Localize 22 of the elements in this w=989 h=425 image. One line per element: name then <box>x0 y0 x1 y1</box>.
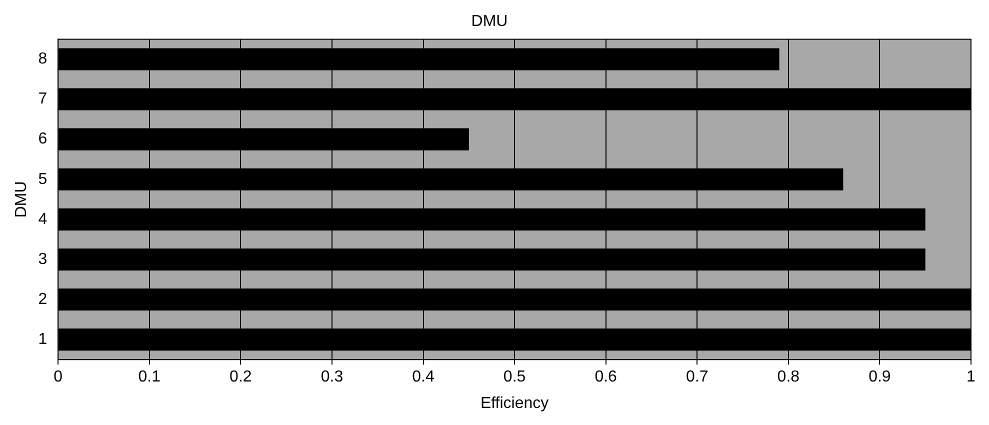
x-tick-label: 0.3 <box>320 368 344 386</box>
y-tick-label: 8 <box>38 50 48 68</box>
y-tick-label: 3 <box>38 250 48 268</box>
x-tick-label: 0.1 <box>138 368 161 386</box>
x-axis-title: Efficiency <box>480 394 549 412</box>
y-tick-label: 1 <box>38 330 48 348</box>
y-tick-label: 4 <box>38 210 48 228</box>
y-tick-label: 6 <box>38 130 48 148</box>
y-tick-label: 5 <box>38 170 48 188</box>
y-tick-label: 7 <box>38 90 48 108</box>
x-tick-label: 0.4 <box>412 368 434 386</box>
chart-title: DMU <box>471 13 508 30</box>
x-tick-label: 0.5 <box>503 368 526 386</box>
x-tick-label: 0.6 <box>594 368 618 386</box>
x-tick-label: 1 <box>966 368 976 386</box>
x-tick-label: 0.9 <box>868 368 891 386</box>
y-axis-title: DMU <box>13 181 30 218</box>
x-tick-label: 0.8 <box>777 368 800 386</box>
x-tick-label: 0.2 <box>230 368 252 386</box>
x-tick-label: 0.7 <box>686 368 708 386</box>
x-tick-label: 0 <box>54 368 63 386</box>
y-tick-label: 2 <box>38 290 48 308</box>
